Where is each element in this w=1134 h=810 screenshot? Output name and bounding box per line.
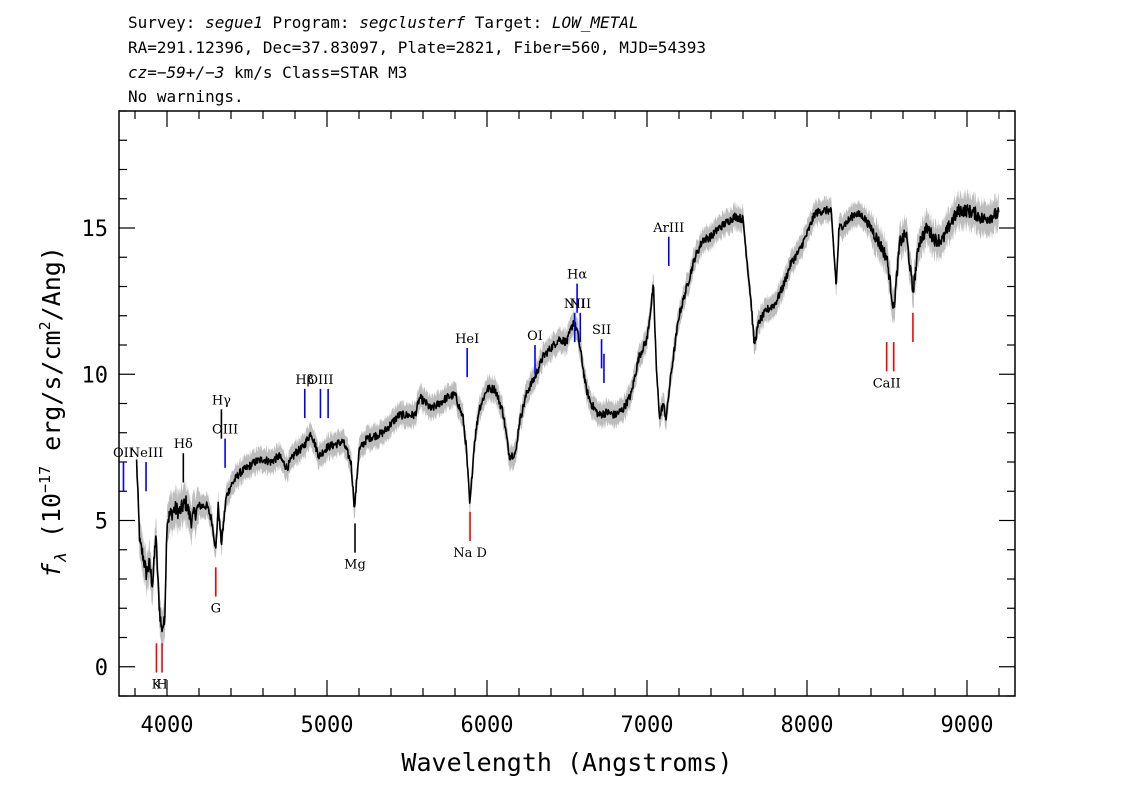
x-tick-label: 8000 xyxy=(781,713,834,738)
y-tick-label: 10 xyxy=(82,363,109,388)
line-label: OI xyxy=(527,329,543,344)
cz-value: −59+/−3 xyxy=(157,63,224,82)
line-label: Hα xyxy=(567,268,587,283)
line-label: NII xyxy=(569,297,591,312)
header-line-2: RA=291.12396, Dec=37.83097, Plate=2821, … xyxy=(128,38,706,57)
y-axis-title-exp: −17 xyxy=(36,466,54,493)
program-label: Program: xyxy=(263,13,359,32)
x-tick-label: 4000 xyxy=(141,713,194,738)
line-label: ArIII xyxy=(652,221,684,236)
line-label: NII xyxy=(564,297,586,312)
error-band-layer xyxy=(136,188,999,651)
y-axis-title-lambda: λ xyxy=(51,553,70,563)
line-label: Na D xyxy=(453,546,487,561)
y-axis-title-part2: (10 xyxy=(37,493,66,553)
line-label: G xyxy=(211,602,221,617)
x-axis-title: Wavelength (Angstroms) xyxy=(401,748,732,777)
y-axis-title-sq: 2 xyxy=(36,321,54,330)
survey-label: Survey: xyxy=(128,13,205,32)
line-label: Hγ xyxy=(212,393,231,408)
y-axis-title: fλ (10−17 erg/s/cm2/Ang) xyxy=(36,246,70,578)
target-label: Target: xyxy=(465,13,552,32)
y-tick-label: 0 xyxy=(95,656,108,681)
header-line-4: No warnings. xyxy=(128,87,244,106)
line-label: HeI xyxy=(455,332,479,347)
line-label: K xyxy=(152,678,162,693)
program-value: segclusterf xyxy=(359,13,465,32)
line-label: CaII xyxy=(873,376,901,391)
tick-labels: 4000 5000 6000 7000 8000 9000 0 5 10 15 xyxy=(82,217,994,738)
survey-value: segue1 xyxy=(205,13,263,32)
target-value: LOW_METAL xyxy=(552,13,639,32)
line-label: Mg xyxy=(344,558,366,573)
y-axis-title-part6: /Ang) xyxy=(37,246,66,321)
header-line-1: Survey: segue1 Program: segclusterf Targ… xyxy=(128,13,639,32)
spectrum-line xyxy=(135,204,1000,633)
x-tick-label: 7000 xyxy=(621,713,674,738)
y-tick-label: 5 xyxy=(95,510,108,535)
header-line-3: cz=−59+/−3 km/s Class=STAR M3 xyxy=(128,63,407,82)
line-label: Hβ xyxy=(295,373,314,388)
plot-frame xyxy=(118,110,1016,697)
error-band xyxy=(136,188,999,651)
line-label: OII xyxy=(113,446,134,461)
y-axis-title-part4: erg/s/cm xyxy=(37,330,66,465)
cz-equals: = xyxy=(147,63,157,82)
x-tick-label: 5000 xyxy=(301,713,354,738)
line-label: NeIII xyxy=(129,446,163,461)
class-info: km/s Class=STAR M3 xyxy=(224,63,407,82)
spectrum-layer xyxy=(135,204,1000,633)
cz-label: cz xyxy=(128,63,147,82)
line-label: Hδ xyxy=(174,437,193,452)
axis-ticks xyxy=(119,110,1015,697)
line-label: OIII xyxy=(307,373,333,388)
x-tick-label: 6000 xyxy=(461,713,514,738)
line-label: OIII xyxy=(212,423,238,438)
y-tick-label: 15 xyxy=(82,217,109,242)
line-label: H xyxy=(156,678,167,693)
y-axis-title-f: f xyxy=(37,562,66,578)
line-label: SII xyxy=(592,323,611,338)
x-tick-label: 9000 xyxy=(941,713,994,738)
